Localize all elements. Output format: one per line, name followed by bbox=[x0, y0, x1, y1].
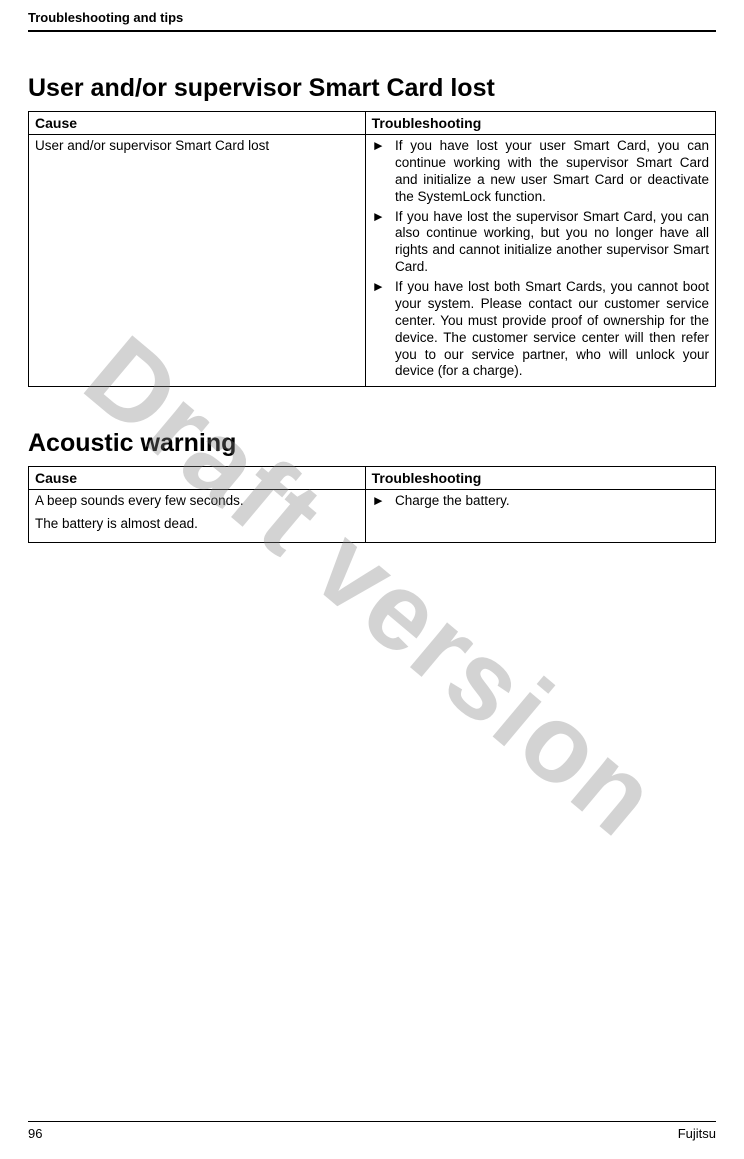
table-row: User and/or supervisor Smart Card lost ►… bbox=[29, 135, 716, 387]
trouble-text: If you have lost the supervisor Smart Ca… bbox=[395, 209, 709, 277]
cause-line: The battery is almost dead. bbox=[35, 516, 359, 533]
page-footer: 96 Fujitsu bbox=[28, 1121, 716, 1141]
trouble-cell: ► If you have lost your user Smart Card,… bbox=[365, 135, 715, 387]
arrow-icon: ► bbox=[372, 209, 385, 277]
arrow-icon: ► bbox=[372, 279, 385, 380]
table-header-row: Cause Troubleshooting bbox=[29, 467, 716, 490]
col-trouble: Troubleshooting bbox=[365, 112, 715, 135]
list-item: ► If you have lost your user Smart Card,… bbox=[370, 138, 709, 206]
col-cause: Cause bbox=[29, 112, 366, 135]
trouble-text: If you have lost both Smart Cards, you c… bbox=[395, 279, 709, 380]
section1-title: User and/or supervisor Smart Card lost bbox=[28, 74, 716, 103]
section2-title: Acoustic warning bbox=[28, 429, 716, 458]
col-cause: Cause bbox=[29, 467, 366, 490]
page-header: Troubleshooting and tips bbox=[28, 10, 716, 32]
list-item: ► If you have lost the supervisor Smart … bbox=[370, 209, 709, 277]
cause-cell: A beep sounds every few seconds. The bat… bbox=[29, 490, 366, 543]
cause-line: A beep sounds every few seconds. bbox=[35, 493, 359, 510]
table-smartcard: Cause Troubleshooting User and/or superv… bbox=[28, 111, 716, 387]
cause-cell: User and/or supervisor Smart Card lost bbox=[29, 135, 366, 387]
table-header-row: Cause Troubleshooting bbox=[29, 112, 716, 135]
col-trouble: Troubleshooting bbox=[365, 467, 715, 490]
trouble-text: Charge the battery. bbox=[395, 493, 510, 510]
table-acoustic: Cause Troubleshooting A beep sounds ever… bbox=[28, 466, 716, 543]
table-row: A beep sounds every few seconds. The bat… bbox=[29, 490, 716, 543]
arrow-icon: ► bbox=[372, 493, 385, 510]
trouble-text: If you have lost your user Smart Card, y… bbox=[395, 138, 709, 206]
list-item: ► If you have lost both Smart Cards, you… bbox=[370, 279, 709, 380]
list-item: ► Charge the battery. bbox=[370, 493, 709, 510]
arrow-icon: ► bbox=[372, 138, 385, 206]
trouble-cell: ► Charge the battery. bbox=[365, 490, 715, 543]
footer-brand: Fujitsu bbox=[678, 1126, 716, 1141]
watermark: Draft version bbox=[61, 311, 682, 861]
page-number: 96 bbox=[28, 1126, 42, 1141]
